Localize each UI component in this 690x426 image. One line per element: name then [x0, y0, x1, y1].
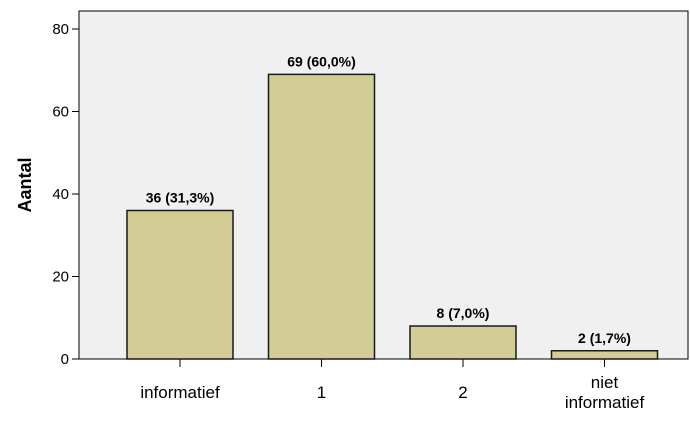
bars	[126, 73, 659, 360]
bar-value-label: 2 (1,7%)	[578, 330, 631, 346]
bar-value-label: 69 (60,0%)	[287, 53, 355, 69]
bar	[409, 325, 517, 360]
bar	[550, 350, 659, 360]
x-tick-label: 1	[317, 383, 326, 402]
bar-value-label: 8 (7,0%)	[437, 305, 490, 321]
x-axis: informatief 1 2 niet informatief	[140, 359, 644, 412]
y-tick-label: 20	[52, 269, 69, 286]
y-tick-label: 0	[61, 351, 69, 368]
y-axis-title: Aantal	[15, 157, 35, 212]
y-tick-label: 40	[52, 186, 69, 203]
y-tick-label: 80	[52, 21, 69, 38]
data-labels: 36 (31,3%) 69 (60,0%) 8 (7,0%) 2 (1,7%)	[146, 53, 631, 345]
bar-value-label: 36 (31,3%)	[146, 190, 214, 206]
bar	[126, 209, 234, 360]
y-axis: 0 20 40 60 80	[52, 21, 79, 368]
x-tick-label: 2	[458, 383, 467, 402]
y-tick-label: 60	[52, 104, 69, 121]
x-tick-label: niet informatief	[565, 373, 645, 412]
bar	[267, 73, 376, 360]
x-tick-label: informatief	[140, 383, 220, 402]
